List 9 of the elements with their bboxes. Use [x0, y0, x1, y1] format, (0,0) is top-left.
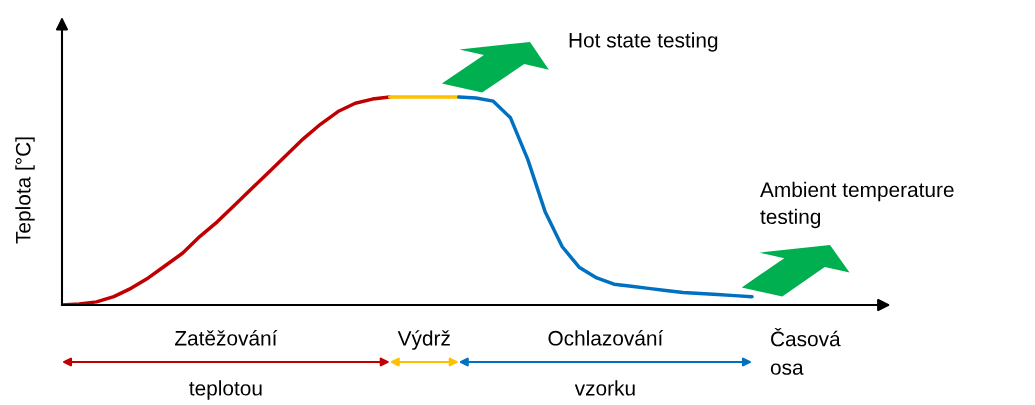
annotation: Ambient temperature testing [760, 181, 954, 229]
x-axis-title: Časová osa [770, 327, 841, 375]
text: Ochlazování [548, 330, 664, 346]
text: Výdrž [397, 330, 450, 350]
y-axis-title: Teplota [°C] [15, 137, 35, 244]
text: Hot state testing [569, 32, 718, 52]
text: Zatěžování [175, 330, 278, 346]
text: vzorku [574, 380, 635, 396]
text: teplotou [189, 380, 262, 400]
